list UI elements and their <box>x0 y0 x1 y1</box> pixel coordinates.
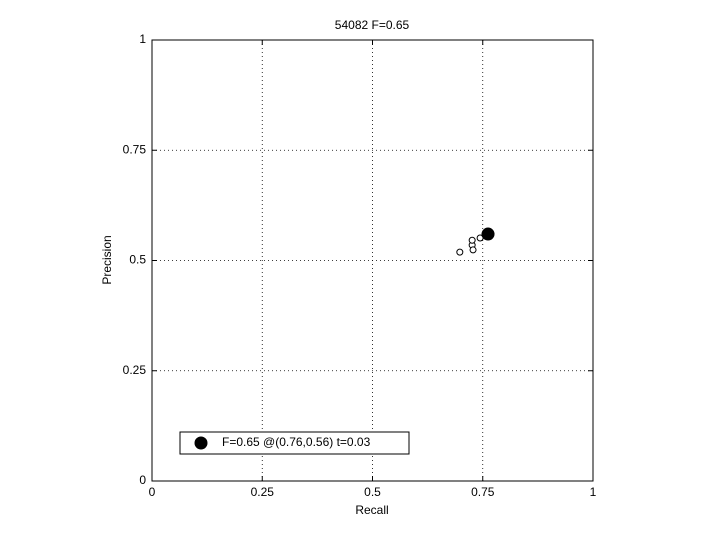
chart-title: 54082 F=0.65 <box>335 18 410 32</box>
legend-box <box>179 431 410 455</box>
axes-box <box>151 39 594 482</box>
y-tick-label: 0.25 <box>123 363 147 377</box>
point <box>469 246 477 254</box>
y-tick-label: 0.75 <box>123 142 147 156</box>
x-tick-label: 0.25 <box>251 485 275 499</box>
y-tick-label: 0 <box>139 473 146 487</box>
point <box>456 248 464 256</box>
y-axis-label: Precision <box>100 235 114 284</box>
legend-label: F=0.65 @(0.76,0.56) t=0.03 <box>222 435 371 449</box>
point <box>468 236 476 244</box>
x-axis-label: Recall <box>355 503 388 517</box>
x-tick-label: 0.5 <box>364 485 381 499</box>
x-tick-label: 0.75 <box>471 485 495 499</box>
y-tick-label: 1 <box>139 32 146 46</box>
y-tick-label: 0.5 <box>129 253 146 267</box>
legend-marker <box>194 436 208 450</box>
x-tick-label: 1 <box>590 485 597 499</box>
point <box>481 227 495 241</box>
x-tick-label: 0 <box>149 485 156 499</box>
